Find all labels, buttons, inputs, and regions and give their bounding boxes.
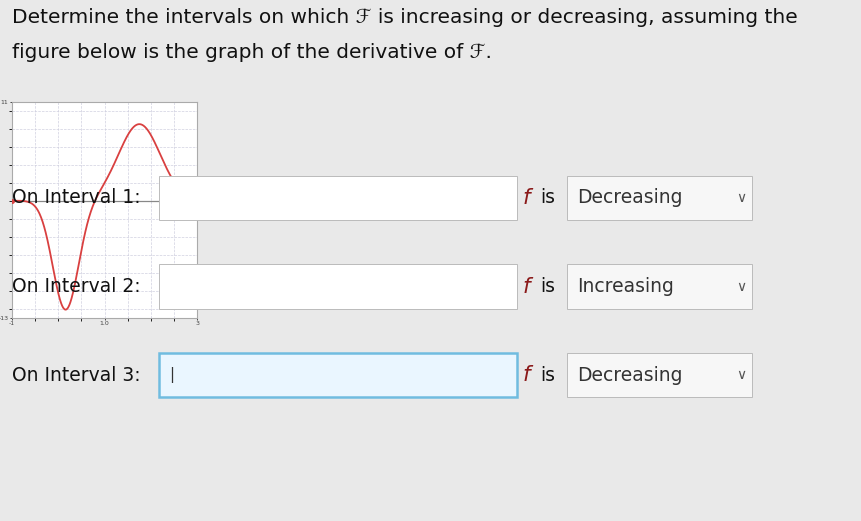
Text: Decreasing: Decreasing [577,189,683,207]
Text: is: is [540,366,554,384]
Text: is: is [540,277,554,296]
Text: $f$: $f$ [522,364,534,386]
Text: ∨: ∨ [736,280,746,293]
Text: |: | [170,367,175,383]
Text: Determine the intervals on which ℱ is increasing or decreasing, assuming the: Determine the intervals on which ℱ is in… [12,8,798,27]
Text: $f$: $f$ [522,276,534,297]
Text: Increasing: Increasing [577,277,674,296]
Text: $f$: $f$ [522,187,534,209]
Text: Decreasing: Decreasing [577,366,683,384]
Text: ∨: ∨ [736,191,746,205]
Text: ∨: ∨ [736,368,746,382]
Text: On Interval 2:: On Interval 2: [12,277,140,296]
Text: On Interval 3:: On Interval 3: [12,366,140,384]
Text: figure below is the graph of the derivative of ℱ.: figure below is the graph of the derivat… [12,43,492,61]
Text: On Interval 1:: On Interval 1: [12,189,140,207]
Text: is: is [540,189,554,207]
